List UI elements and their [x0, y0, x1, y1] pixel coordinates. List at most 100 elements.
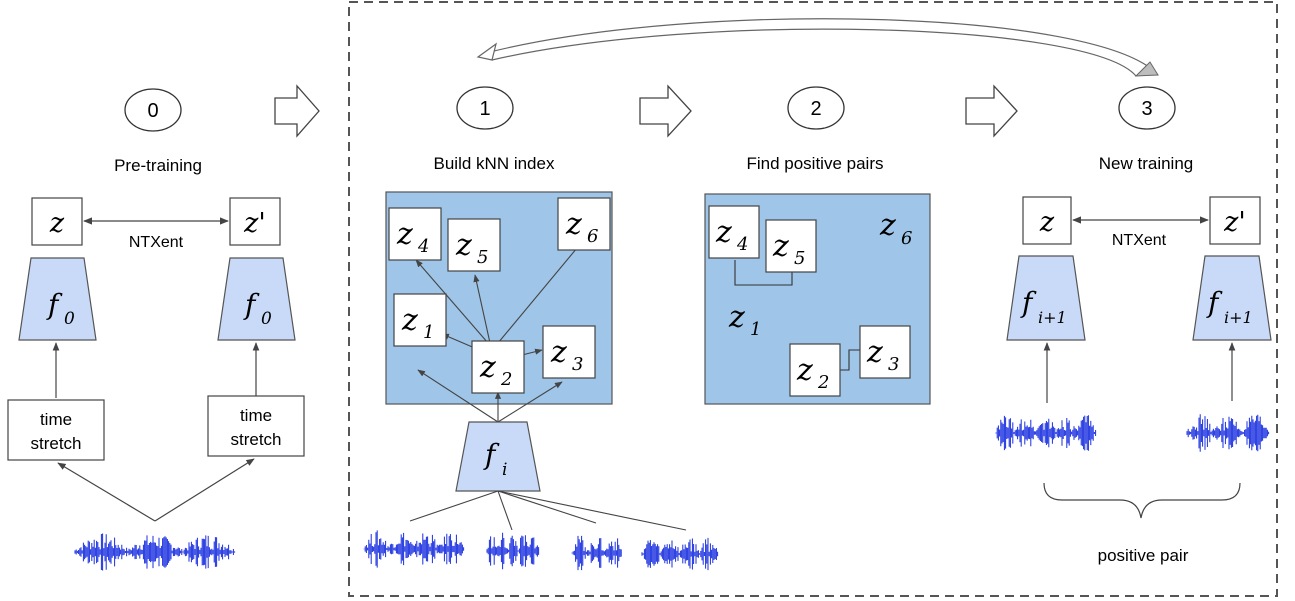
pairs-z2-symbol: z [796, 353, 813, 388]
encoder-f0-right-subscript: 0 [261, 309, 272, 329]
new-embedding-z-prime-label: z' [1223, 207, 1246, 238]
pairs-z6-symbol: z [879, 208, 896, 243]
embedding-z-prime-label: z' [243, 208, 266, 239]
pairs-z2-subscript: 2 [817, 372, 829, 393]
waveform-stroke [363, 530, 465, 568]
knn-arrow-z5 [473, 274, 491, 344]
time-stretch-left-line2: stretch [30, 434, 81, 453]
encoder-fi [455, 421, 541, 492]
encoder-fi1-right [1192, 255, 1272, 341]
encoder-fi1-right-subscript: i+1 [1224, 308, 1253, 327]
waveform-anchor [995, 415, 1097, 451]
knn-z2-subscript: 2 [500, 369, 512, 390]
pairs-z3-symbol: z [866, 335, 883, 370]
time-stretch-left-line1: time [40, 410, 72, 429]
wave-line-4 [497, 490, 687, 531]
waveform-stroke [486, 532, 540, 570]
new-embedding-z-prime-box [1209, 196, 1261, 245]
step-3-title: New training [1099, 154, 1194, 173]
encoder-fi1-left [1006, 255, 1086, 341]
block-arrow-1-2 [639, 84, 692, 138]
knn-arrow-z4 [415, 259, 489, 344]
block-arrow-0-1 [274, 84, 320, 138]
positive-pairs-section: z 4 z 5 z 6 z 1 z 2 z 3 [704, 193, 931, 405]
wave-line-3 [497, 490, 597, 524]
pair-link-z4-z5 [734, 260, 793, 286]
knn-z3-subscript: 3 [572, 354, 583, 375]
pairs-z3-subscript: 3 [888, 354, 899, 375]
pairs-z4-symbol: z [715, 215, 732, 250]
knn-z3-box: z 3 [542, 325, 596, 379]
knn-z5-subscript: 5 [477, 247, 488, 268]
step-3-number: 3 [1141, 98, 1152, 120]
pairs-z4-box: z 4 [708, 205, 760, 259]
embedding-z-box [31, 197, 83, 246]
block-arrow-2-3 [965, 84, 1018, 138]
waveform-stroke [74, 533, 236, 571]
fi-arrow-z3 [497, 381, 563, 423]
step-2-number: 2 [810, 98, 821, 120]
waveform-stroke [995, 415, 1097, 451]
step-2-marker: 2 [787, 86, 845, 130]
knn-index-section: z 4 z 5 z 6 z 1 z 2 z 3 f i [363, 191, 719, 571]
knn-z4-symbol: z [396, 217, 413, 252]
knn-z1-symbol: z [401, 303, 418, 338]
new-embedding-z-label: z [1039, 207, 1055, 238]
fi-arrow-z1 [417, 369, 499, 423]
waveform-sample-3 [571, 535, 622, 571]
pairs-z5-box: z 5 [765, 219, 817, 273]
pairs-z5-symbol: z [772, 229, 789, 264]
waveform-stroke [571, 535, 622, 571]
new-embedding-z-box [1022, 196, 1072, 245]
knn-arrow-z6 [497, 241, 583, 344]
knn-z2-symbol: z [479, 350, 496, 385]
knn-z6-box: z 6 [557, 197, 611, 251]
new-training-section: z z' NTXent f i+1 f i+1 positive pair [995, 196, 1272, 565]
knn-z1-subscript: 1 [423, 322, 434, 343]
step-1-title: Build kNN index [434, 154, 555, 173]
encoder-f0-left [18, 257, 97, 341]
pairs-z6-subscript: 6 [901, 228, 912, 249]
waveform-stroke [1186, 414, 1270, 452]
waveform-sample-1 [363, 530, 465, 568]
ntxent-label: NTXent [129, 234, 184, 251]
encoder-f0-left-subscript: 0 [64, 309, 75, 329]
knn-z6-symbol: z [565, 207, 582, 242]
knn-z5-symbol: z [455, 228, 472, 263]
wave-line-2 [497, 490, 513, 531]
wave-line-1 [409, 490, 499, 522]
knn-z5-box: z 5 [447, 218, 501, 272]
pair-link-z2-z3 [840, 349, 860, 371]
waveform-positive [1186, 414, 1270, 452]
step-0-marker: 0 [124, 88, 182, 132]
arrow-to-stretch-left [57, 462, 156, 522]
encoder-f0-right [217, 257, 296, 341]
knn-z3-symbol: z [550, 335, 567, 370]
pairs-z3-box: z 3 [859, 325, 911, 379]
embedding-z-label: z [49, 208, 65, 239]
knn-z1-box: z 1 [393, 293, 447, 347]
knn-z6-subscript: 6 [587, 226, 598, 247]
waveform-sample-2 [486, 532, 540, 570]
iteration-frame [348, 1, 1278, 597]
embedding-z-prime-box [229, 197, 281, 246]
knn-z4-box: z 4 [388, 207, 442, 261]
positive-pair-label: positive pair [1098, 546, 1189, 565]
knn-z2-box: z 2 [471, 340, 525, 394]
time-stretch-right-line1: time [240, 406, 272, 425]
pairs-z4-subscript: 4 [736, 234, 748, 255]
encoder-fi1-left-subscript: i+1 [1038, 308, 1067, 327]
step-0-number: 0 [147, 100, 158, 122]
waveform-input [74, 533, 236, 571]
time-stretch-right-box [207, 395, 305, 457]
step-1-number: 1 [479, 98, 490, 120]
step-2-title: Find positive pairs [746, 154, 883, 173]
encoder-fi-subscript: i [502, 460, 507, 480]
loop-back-arrow [476, 18, 1159, 77]
time-stretch-left-box [7, 399, 105, 461]
pairs-z5-subscript: 5 [794, 248, 805, 269]
time-stretch-right-line2: stretch [230, 430, 281, 449]
pairs-z1-symbol: z [728, 300, 745, 335]
step-0-title: Pre-training [114, 156, 202, 175]
